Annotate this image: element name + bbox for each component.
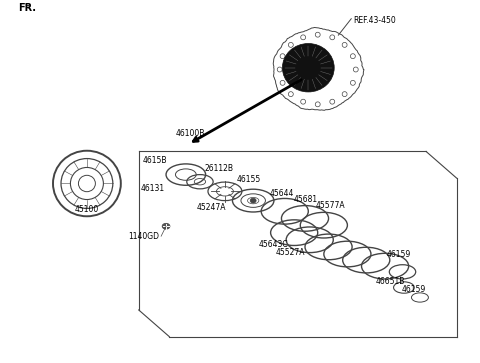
Text: 46100B: 46100B [176,129,205,138]
Text: 45100: 45100 [75,205,99,214]
Text: 26112B: 26112B [204,164,233,173]
FancyArrow shape [27,0,36,6]
Text: 45527A: 45527A [275,248,305,257]
Text: 45577A: 45577A [316,201,345,210]
Text: 46131: 46131 [141,184,165,193]
Text: 45644: 45644 [269,189,294,198]
Text: 45247A: 45247A [197,203,227,212]
Text: REF.43-450: REF.43-450 [353,16,396,25]
Ellipse shape [162,223,170,229]
Text: 45681: 45681 [294,195,318,204]
Text: 45643C: 45643C [259,240,289,249]
Text: 46159: 46159 [401,285,425,294]
Text: 4615B: 4615B [143,156,168,165]
Ellipse shape [282,44,334,92]
Text: 46155: 46155 [236,175,261,184]
Ellipse shape [250,198,256,203]
Text: 1140GD: 1140GD [128,232,159,241]
Text: 46159: 46159 [387,250,411,259]
Text: 46651B: 46651B [376,277,406,286]
Text: FR.: FR. [18,3,36,13]
